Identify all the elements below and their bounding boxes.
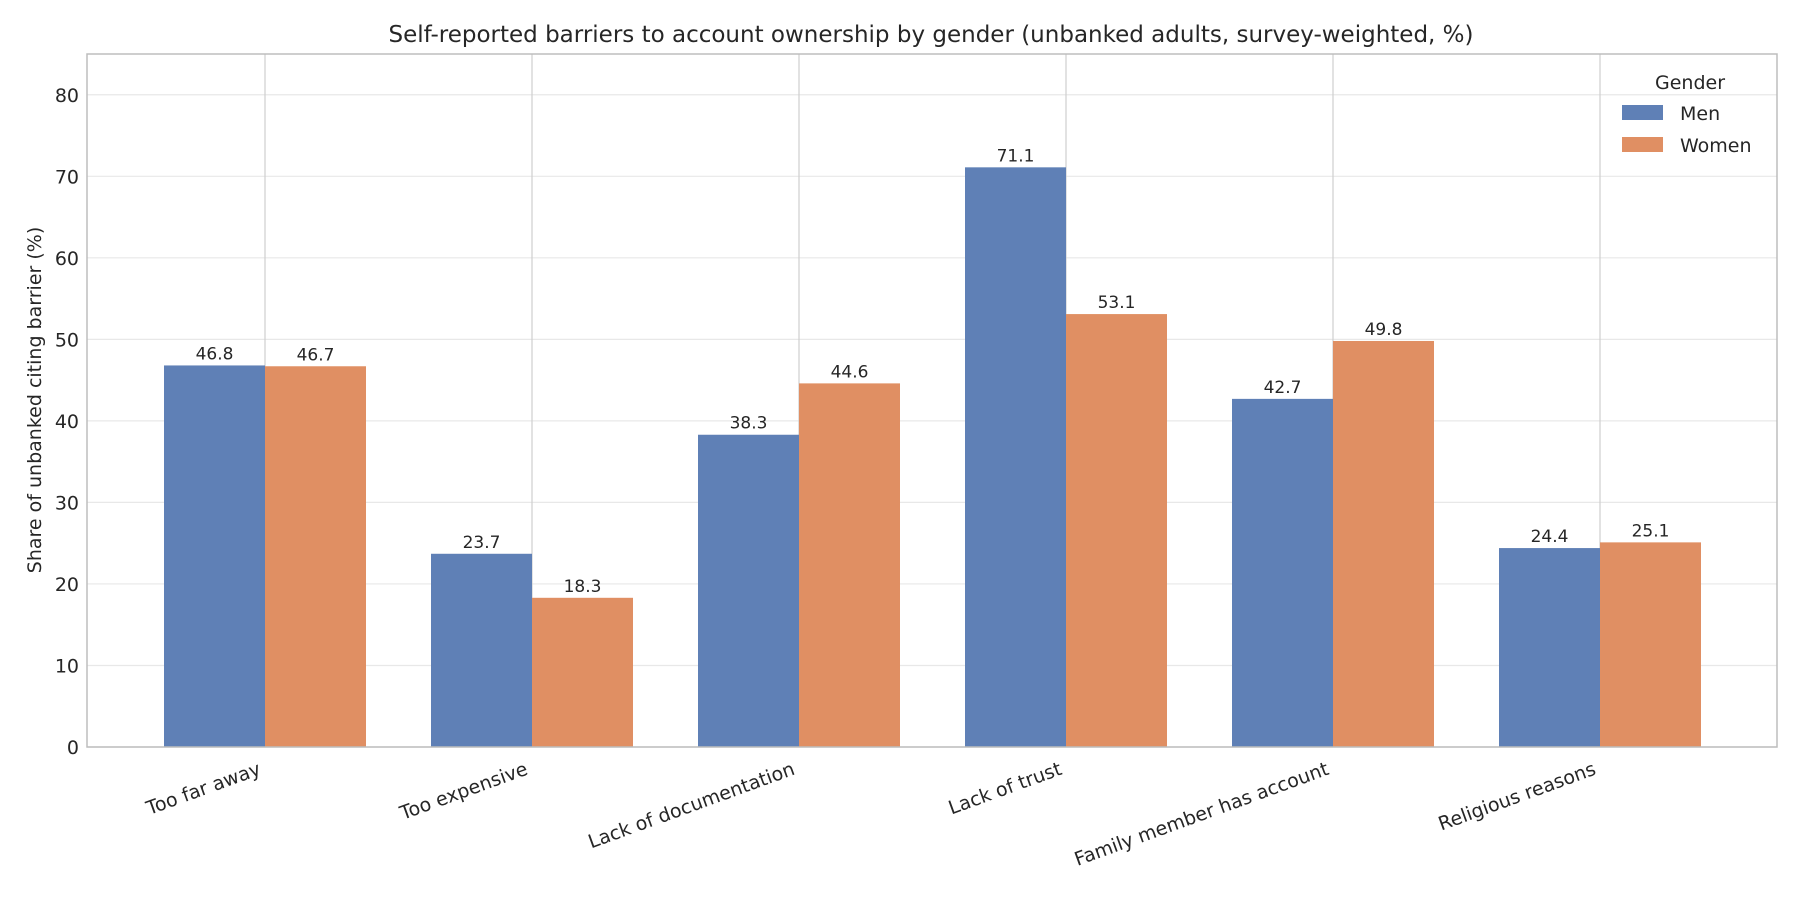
y-tick-label: 80 bbox=[55, 85, 79, 107]
data-label: 46.8 bbox=[196, 344, 234, 364]
bar-men bbox=[965, 167, 1066, 748]
legend-label-women: Women bbox=[1680, 135, 1752, 157]
plot-area: 46.8 46.7 Too far away 23.7 18.3 Too expensiv… bbox=[55, 53, 1778, 871]
x-tick-label: Family member has account bbox=[1072, 758, 1332, 871]
y-tick-label: 40 bbox=[55, 411, 79, 433]
legend-swatch-women bbox=[1622, 137, 1663, 152]
data-label: 38.3 bbox=[730, 414, 768, 434]
bar-women bbox=[265, 366, 366, 747]
legend-label-men: Men bbox=[1680, 103, 1720, 125]
data-label: 23.7 bbox=[463, 533, 501, 553]
plot-frame bbox=[86, 53, 1778, 748]
legend-title: Gender bbox=[1655, 72, 1725, 94]
y-tick-label: 60 bbox=[55, 248, 79, 270]
x-tick-label: Too expensive bbox=[396, 758, 531, 825]
x-tick-label: Lack of documentation bbox=[585, 758, 797, 853]
bar-men bbox=[431, 553, 532, 747]
y-tick-label: 50 bbox=[55, 329, 79, 351]
bar-men bbox=[698, 434, 799, 747]
data-label: 53.1 bbox=[1098, 293, 1136, 313]
legend-swatch-men bbox=[1622, 105, 1663, 120]
data-label: 42.7 bbox=[1264, 378, 1302, 398]
bar-women bbox=[1333, 340, 1434, 747]
data-label: 46.7 bbox=[297, 345, 335, 365]
data-label: 49.8 bbox=[1365, 320, 1403, 340]
bar-women bbox=[1066, 314, 1167, 747]
data-label: 44.6 bbox=[831, 362, 869, 382]
bar-men bbox=[1232, 398, 1333, 747]
y-tick-label: 30 bbox=[55, 492, 79, 514]
y-axis-label: Share of unbanked citing barrier (%) bbox=[24, 227, 46, 573]
bar-men bbox=[1499, 548, 1600, 747]
data-label: 24.4 bbox=[1531, 527, 1569, 547]
legend: Gender Men Women bbox=[1622, 72, 1752, 157]
y-tick-label: 20 bbox=[55, 574, 79, 596]
data-label: 71.1 bbox=[997, 146, 1035, 166]
y-tick-label: 10 bbox=[55, 655, 79, 677]
bar-women bbox=[1600, 542, 1701, 747]
y-tick-label: 0 bbox=[67, 737, 79, 759]
bar-women bbox=[532, 597, 633, 747]
x-tick-label: Too far away bbox=[143, 758, 264, 820]
bar-men bbox=[164, 365, 265, 747]
x-tick-label: Lack of trust bbox=[946, 758, 1065, 819]
data-label: 18.3 bbox=[564, 577, 602, 597]
y-tick-label: 70 bbox=[55, 166, 79, 188]
data-label: 25.1 bbox=[1632, 521, 1670, 541]
x-tick-label: Religious reasons bbox=[1435, 758, 1598, 835]
bar-women bbox=[799, 383, 900, 747]
chart-title: Self-reported barriers to account owners… bbox=[389, 22, 1474, 48]
